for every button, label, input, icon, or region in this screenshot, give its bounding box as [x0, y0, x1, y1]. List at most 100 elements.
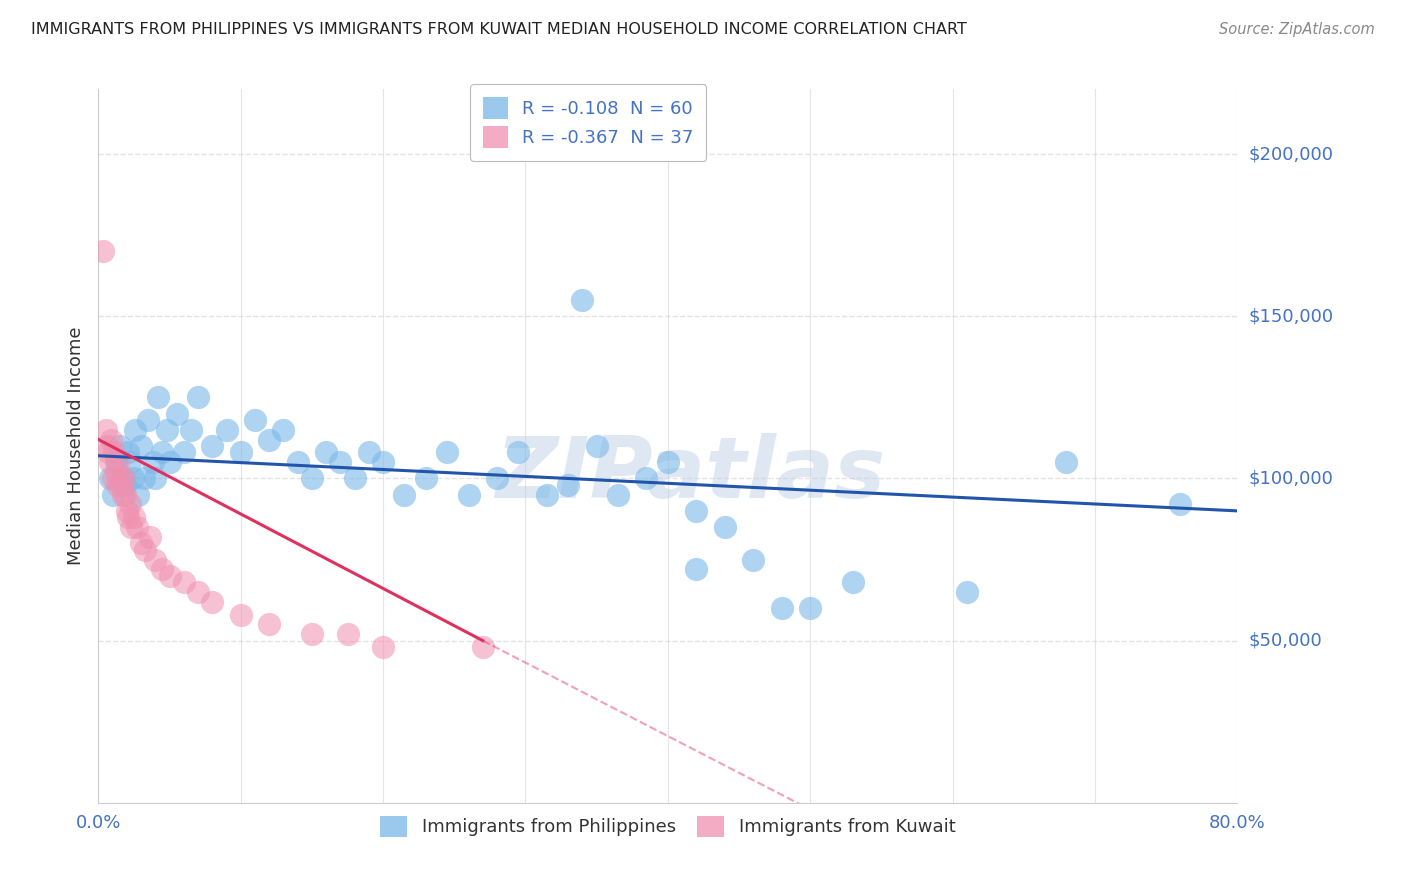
- Point: [315, 445, 337, 459]
- Point: [229, 445, 252, 459]
- Point: [201, 595, 224, 609]
- Point: [287, 455, 309, 469]
- Point: [557, 478, 579, 492]
- Point: [117, 510, 139, 524]
- Text: Source: ZipAtlas.com: Source: ZipAtlas.com: [1219, 22, 1375, 37]
- Point: [118, 455, 141, 469]
- Point: [122, 510, 145, 524]
- Point: [394, 488, 416, 502]
- Point: [101, 471, 124, 485]
- Point: [714, 520, 737, 534]
- Point: [117, 445, 139, 459]
- Point: [329, 455, 352, 469]
- Point: [770, 601, 793, 615]
- Point: [107, 455, 129, 469]
- Point: [94, 423, 117, 437]
- Point: [127, 488, 149, 502]
- Point: [685, 504, 707, 518]
- Point: [111, 488, 134, 502]
- Point: [108, 439, 131, 453]
- Point: [152, 562, 174, 576]
- Point: [343, 471, 366, 485]
- Legend: Immigrants from Philippines, Immigrants from Kuwait: Immigrants from Philippines, Immigrants …: [373, 808, 963, 844]
- Point: [636, 471, 658, 485]
- Point: [129, 439, 152, 453]
- Point: [685, 562, 707, 576]
- Point: [273, 423, 295, 437]
- Point: [357, 445, 380, 459]
- Text: IMMIGRANTS FROM PHILIPPINES VS IMMIGRANTS FROM KUWAIT MEDIAN HOUSEHOLD INCOME CO: IMMIGRANTS FROM PHILIPPINES VS IMMIGRANT…: [31, 22, 967, 37]
- Point: [415, 471, 437, 485]
- Point: [104, 465, 127, 479]
- Point: [215, 423, 238, 437]
- Point: [114, 488, 136, 502]
- Point: [201, 439, 224, 453]
- Point: [607, 488, 630, 502]
- Point: [508, 445, 530, 459]
- Point: [229, 607, 252, 622]
- Point: [436, 445, 458, 459]
- Text: $200,000: $200,000: [1249, 145, 1333, 163]
- Point: [124, 423, 146, 437]
- Point: [571, 293, 593, 307]
- Point: [105, 478, 128, 492]
- Point: [799, 601, 821, 615]
- Point: [159, 568, 181, 582]
- Text: $50,000: $50,000: [1249, 632, 1322, 649]
- Point: [148, 390, 170, 404]
- Point: [115, 504, 138, 518]
- Point: [166, 407, 188, 421]
- Point: [112, 471, 135, 485]
- Point: [91, 244, 114, 259]
- Point: [96, 439, 118, 453]
- Point: [842, 575, 865, 590]
- Point: [100, 433, 122, 447]
- Point: [104, 455, 127, 469]
- Point: [173, 575, 195, 590]
- Point: [742, 552, 765, 566]
- Point: [301, 627, 323, 641]
- Point: [110, 478, 132, 492]
- Point: [585, 439, 607, 453]
- Point: [98, 471, 121, 485]
- Point: [129, 536, 152, 550]
- Point: [373, 640, 395, 654]
- Point: [145, 552, 167, 566]
- Point: [111, 471, 134, 485]
- Point: [159, 455, 181, 469]
- Point: [125, 520, 148, 534]
- Point: [486, 471, 509, 485]
- Point: [471, 640, 494, 654]
- Point: [103, 445, 125, 459]
- Point: [336, 627, 359, 641]
- Point: [108, 471, 131, 485]
- Point: [259, 433, 281, 447]
- Point: [187, 390, 209, 404]
- Point: [180, 423, 202, 437]
- Point: [101, 488, 124, 502]
- Point: [187, 585, 209, 599]
- Point: [457, 488, 479, 502]
- Point: [132, 471, 155, 485]
- Point: [141, 455, 163, 469]
- Point: [98, 455, 121, 469]
- Point: [120, 520, 142, 534]
- Point: [956, 585, 979, 599]
- Text: $150,000: $150,000: [1249, 307, 1333, 326]
- Text: ZIPatlas: ZIPatlas: [495, 433, 886, 516]
- Point: [97, 445, 120, 459]
- Point: [136, 413, 159, 427]
- Point: [301, 471, 323, 485]
- Point: [536, 488, 558, 502]
- Point: [373, 455, 395, 469]
- Point: [114, 478, 136, 492]
- Point: [657, 455, 679, 469]
- Point: [173, 445, 195, 459]
- Text: $100,000: $100,000: [1249, 469, 1333, 487]
- Point: [243, 413, 266, 427]
- Point: [156, 423, 179, 437]
- Point: [145, 471, 167, 485]
- Point: [121, 471, 143, 485]
- Point: [134, 542, 156, 557]
- Point: [118, 497, 141, 511]
